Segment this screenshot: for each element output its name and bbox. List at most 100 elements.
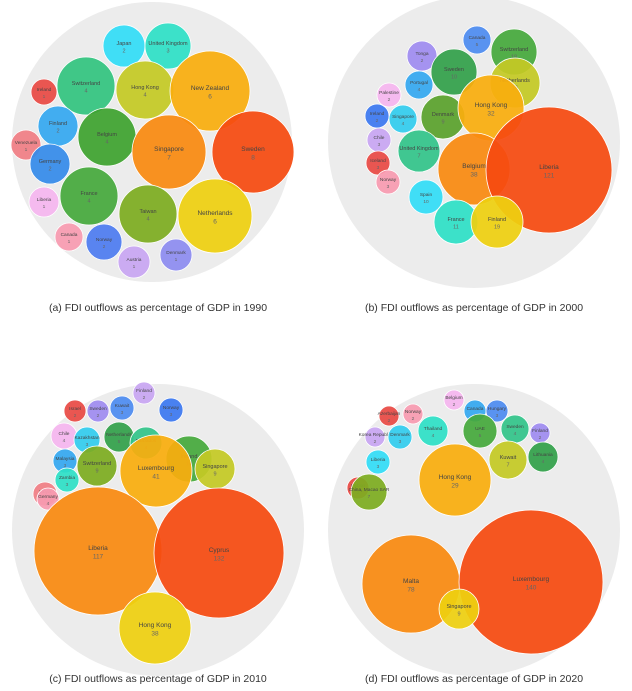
bubble-label: Spain (420, 192, 433, 198)
bubble-value: 4 (87, 199, 90, 205)
bubble-value: 5 (118, 439, 121, 445)
bubble-circle (117, 245, 151, 279)
bubble-cyprus: Cyprus 132 (153, 487, 285, 619)
bubble-label: China, Macao SAR (349, 487, 390, 493)
bubble-label: Switzerland (72, 81, 100, 87)
bubble-value: 2 (421, 58, 424, 64)
bubble-value: 10 (423, 199, 429, 205)
bubble-sweden: Sweden 8 (211, 110, 295, 194)
bubble-value: 2 (388, 97, 391, 103)
bubble-label: Switzerland (83, 461, 111, 467)
bubble-value: 3 (496, 413, 499, 419)
bubble-value: 8 (251, 155, 255, 162)
bubble-circle (388, 104, 418, 134)
bubble-label: Luxembourg (513, 576, 550, 583)
bubble-label: United Kingdom (399, 146, 439, 152)
bubble-value: 3 (387, 184, 390, 190)
bubble-label: Singapore (392, 114, 414, 120)
bubble-singapore: Singapore 9 (194, 448, 236, 490)
bubble-circle (462, 413, 498, 449)
bubble-label: Liberia (539, 164, 559, 171)
bubble-label: Kuwait (500, 455, 517, 461)
bubble-value: 9 (441, 120, 444, 126)
bubble-circle (488, 440, 528, 480)
bubble-label: Finland (136, 388, 152, 394)
bubble-value: 3 (399, 439, 402, 445)
bubble-value: 10 (451, 75, 457, 81)
bubble-value: 2 (143, 395, 146, 401)
bubble-circle (144, 22, 192, 70)
bubble-value: 4 (432, 433, 435, 439)
bubble-chart-2000: Canada 5 Switzerland 18 Tonga 2 Sweden 10 Palest… (316, 0, 632, 288)
bubble-circle (364, 426, 386, 448)
bubble-circle (211, 110, 295, 194)
bubble-circle (462, 25, 492, 55)
bubble-value: 1 (175, 257, 178, 263)
bubble-label: Cyprus (209, 547, 230, 554)
bubble-label: Switzerland (500, 47, 528, 53)
bubble-value: 2 (376, 118, 379, 124)
bubble-switzerland: Switzerland 4 (56, 56, 116, 116)
bubble-label: Belgium (97, 132, 117, 138)
bubble-label: Kuwait (115, 403, 130, 409)
bubble-label: Venezuela (15, 140, 38, 146)
bubble-label: Norway (405, 409, 422, 415)
bubble-germany: Germany 2 (29, 143, 71, 185)
bubble-liberia: Liberia 121 (485, 106, 613, 234)
bubble-value: 3 (166, 49, 169, 55)
bubble-circle (408, 179, 444, 215)
bubble-label: Singapore (202, 464, 227, 470)
bubble-value: 2 (97, 413, 100, 419)
bubble-value: 7 (417, 154, 420, 160)
bubble-luxembourg: Luxembourg 41 (119, 434, 193, 508)
bubble-label: Liberia (37, 197, 52, 203)
bubble-label: Chile (59, 431, 70, 437)
bubble-label: Norway (163, 405, 180, 411)
bubble-luxembourg: Luxembourg 140 (458, 509, 604, 655)
bubble-value: 3 (377, 464, 380, 470)
bubble-circle (404, 70, 434, 100)
bubble-new-zealand: New Zealand 6 (169, 50, 251, 132)
bubble-label: New Zealand (191, 85, 230, 92)
bubble-value: 41 (152, 474, 160, 481)
bubble-label: Malaysia (56, 456, 75, 462)
bubble-label: Hungary (488, 406, 507, 412)
bubble-label: Lithuania (533, 452, 553, 458)
bubble-circle (177, 178, 253, 254)
bubble-label: Norway (96, 237, 113, 243)
bubble-label: Hong Kong (439, 474, 472, 481)
bubble-label: Norway (380, 177, 397, 183)
bubble-label: Luxembourg (138, 465, 175, 472)
bubble-value: 4 (105, 140, 108, 146)
bubble-circle (158, 397, 184, 423)
bubble-taiwan: Taiwan 4 (118, 184, 178, 244)
bubble-chart-2020: Belgium2Azerbaijan2Norway2Canada3Hungary… (316, 370, 632, 676)
bubble-value: 4 (542, 459, 545, 465)
bubble-circle (417, 415, 449, 447)
bubble-value: 5 (476, 42, 479, 48)
bubble-label: Iceland (370, 158, 386, 164)
bubble-value: 7 (167, 155, 171, 162)
bubble-circle (418, 443, 492, 517)
bubble-label: Sweden (506, 424, 524, 430)
bubble-circle (527, 441, 559, 473)
caption-2020: (d) FDI outflows as percentage of GDP in… (364, 673, 584, 685)
bubble-circle (402, 403, 424, 425)
bubble-circle (169, 50, 251, 132)
